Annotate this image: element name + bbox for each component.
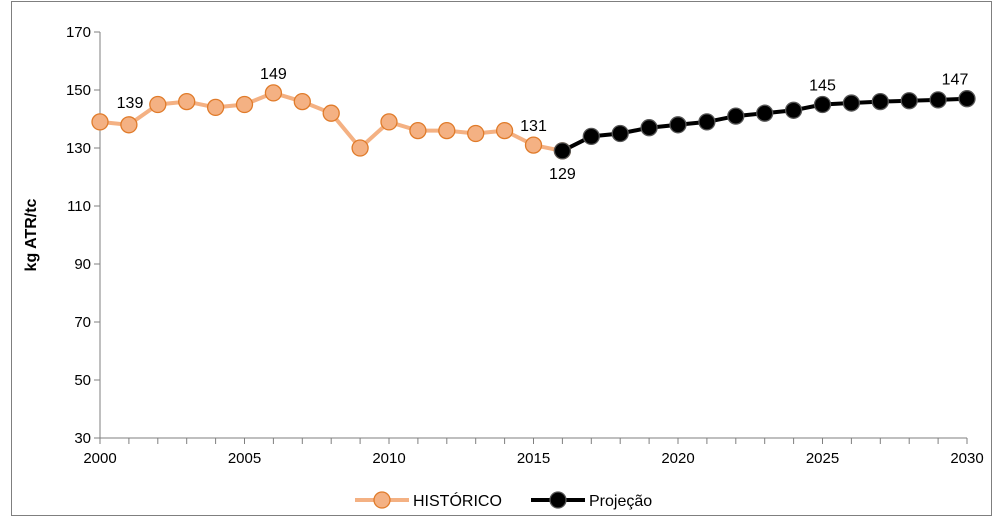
data-labels: 139 149 131 129 145 147 (117, 66, 969, 183)
y-tick-label: 110 (67, 198, 91, 215)
data-point-1 (640, 119, 658, 137)
data-point-1 (582, 127, 600, 146)
data-point-1 (669, 116, 687, 134)
data-point-0 (235, 95, 254, 114)
data-point-1 (958, 90, 976, 108)
y-tick-label: 50 (74, 372, 91, 389)
data-point-1 (698, 113, 716, 131)
data-point-0 (351, 139, 369, 157)
data-point-0 (120, 116, 138, 134)
series (91, 84, 976, 160)
y-tick-label: 70 (74, 314, 91, 331)
data-label: 139 (117, 95, 144, 112)
legend: HISTÓRICO Projeção (355, 491, 652, 510)
y-tick-label: 170 (66, 24, 91, 41)
legend-label: HISTÓRICO (413, 491, 502, 510)
data-point-0 (206, 98, 225, 117)
data-label: 129 (549, 166, 576, 183)
data-point-0 (409, 121, 427, 140)
legend-label: Projeção (589, 493, 652, 510)
data-point-0 (467, 124, 485, 143)
data-point-0 (149, 95, 167, 114)
data-point-0 (380, 113, 398, 131)
x-tick-label: 2000 (83, 450, 116, 467)
y-tick-label: 150 (66, 82, 91, 99)
data-point-0 (438, 121, 456, 140)
data-point-1 (727, 107, 745, 125)
data-point-1 (756, 104, 774, 122)
data-label: 149 (260, 66, 287, 83)
data-point-0 (495, 121, 514, 140)
y-axis-label: kg ATR/tc (23, 198, 40, 271)
data-label: 131 (520, 118, 547, 135)
data-point-0 (293, 92, 311, 111)
data-point-0 (524, 136, 543, 154)
data-point-0 (322, 104, 340, 122)
x-tick-label: 2030 (950, 450, 983, 467)
y-tick-label: 130 (66, 140, 91, 157)
data-point-1 (842, 94, 861, 112)
y-tick-label: 90 (74, 256, 91, 273)
data-point-0 (264, 84, 283, 102)
chart-frame: 30 50 70 90 110 130 150 170 2000 2005 2010 2015 2020… (11, 1, 992, 516)
x-tick-label: 2025 (806, 450, 839, 467)
data-point-0 (178, 92, 196, 111)
data-point-0 (91, 113, 109, 131)
data-point-1 (871, 92, 889, 111)
data-label: 147 (942, 72, 969, 89)
data-point-1 (784, 101, 803, 119)
x-tick-label: 2015 (517, 450, 550, 467)
x-tick-label: 2005 (228, 450, 261, 467)
data-point-1 (900, 92, 918, 110)
data-point-1 (611, 124, 629, 143)
x-tick-label: 2020 (661, 450, 694, 467)
legend-swatch-marker (373, 491, 391, 509)
legend-swatch-marker (549, 491, 567, 509)
line-chart: 30 50 70 90 110 130 150 170 2000 2005 2010 2015 2020… (23, 24, 984, 510)
series-line-0 (99, 90, 563, 153)
y-tick-label: 30 (74, 430, 91, 447)
x-tick-label: 2010 (372, 450, 405, 467)
data-point-1 (553, 142, 572, 160)
data-point-1 (813, 95, 832, 114)
axes: 30 50 70 90 110 130 150 170 2000 2005 2010 2015 2020… (23, 24, 984, 467)
data-point-1 (929, 91, 947, 109)
data-label: 145 (809, 78, 836, 95)
